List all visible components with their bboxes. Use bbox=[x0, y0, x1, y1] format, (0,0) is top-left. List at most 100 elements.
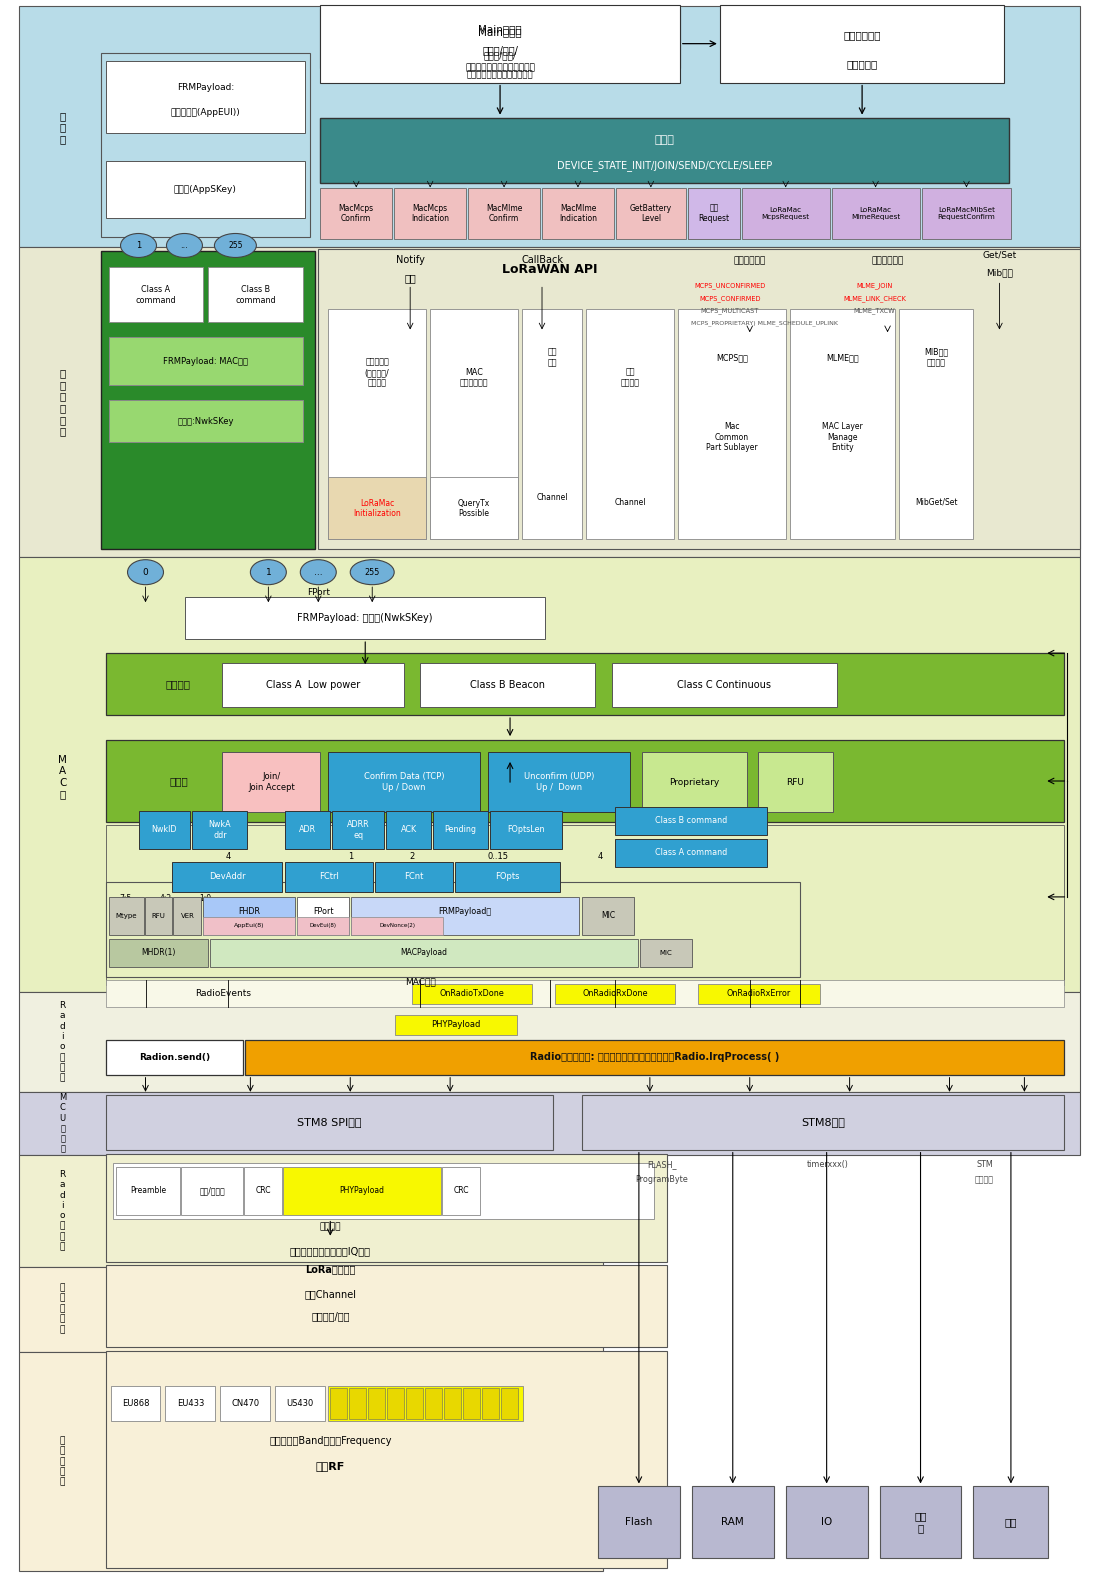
Text: QueryTx
Possible: QueryTx Possible bbox=[458, 498, 490, 517]
FancyBboxPatch shape bbox=[19, 557, 1080, 992]
FancyBboxPatch shape bbox=[166, 1386, 215, 1421]
Text: MCPS接口: MCPS接口 bbox=[715, 353, 747, 361]
Text: FPort: FPort bbox=[313, 907, 333, 916]
FancyBboxPatch shape bbox=[742, 188, 830, 240]
Text: CRC: CRC bbox=[454, 1186, 469, 1195]
Text: 255: 255 bbox=[229, 241, 243, 251]
FancyBboxPatch shape bbox=[542, 188, 614, 240]
FancyBboxPatch shape bbox=[468, 188, 540, 240]
Text: 通道步长/带宽: 通道步长/带宽 bbox=[311, 1312, 349, 1322]
FancyBboxPatch shape bbox=[332, 811, 385, 848]
Text: MCPS_MULTICAST: MCPS_MULTICAST bbox=[700, 308, 759, 314]
Text: ADRR
eq: ADRR eq bbox=[347, 820, 369, 839]
FancyBboxPatch shape bbox=[612, 662, 836, 706]
Text: OnRadioRxError: OnRadioRxError bbox=[726, 989, 791, 998]
Text: 1: 1 bbox=[347, 853, 353, 861]
FancyBboxPatch shape bbox=[879, 1487, 962, 1558]
Ellipse shape bbox=[251, 560, 287, 585]
Text: OnRadioRxDone: OnRadioRxDone bbox=[582, 989, 647, 998]
Text: MIB参数
管理接口: MIB参数 管理接口 bbox=[924, 347, 948, 367]
FancyBboxPatch shape bbox=[329, 478, 426, 539]
FancyBboxPatch shape bbox=[615, 807, 767, 834]
FancyBboxPatch shape bbox=[106, 740, 1064, 822]
Text: AppEui(8): AppEui(8) bbox=[234, 924, 265, 929]
Text: 初始化接口
(事件通知/
回调函数: 初始化接口 (事件通知/ 回调函数 bbox=[365, 358, 389, 388]
Text: 事件: 事件 bbox=[404, 273, 417, 284]
Text: 初始化/注册/: 初始化/注册/ bbox=[482, 46, 518, 55]
FancyBboxPatch shape bbox=[109, 337, 303, 385]
FancyBboxPatch shape bbox=[284, 1167, 441, 1214]
Text: MibGet/Set: MibGet/Set bbox=[914, 498, 957, 506]
Text: 通道Channel: 通道Channel bbox=[304, 1290, 356, 1299]
Text: Proprietary: Proprietary bbox=[669, 777, 720, 787]
Text: FLASH_: FLASH_ bbox=[647, 1161, 677, 1169]
Text: 定时器线程: 定时器线程 bbox=[846, 60, 878, 69]
Text: US430: US430 bbox=[287, 1399, 314, 1408]
Text: 状态机: 状态机 bbox=[655, 134, 675, 145]
FancyBboxPatch shape bbox=[386, 811, 431, 848]
Text: 7:5: 7:5 bbox=[120, 894, 132, 904]
Text: 1: 1 bbox=[136, 241, 141, 251]
FancyBboxPatch shape bbox=[112, 1162, 654, 1219]
FancyBboxPatch shape bbox=[832, 188, 920, 240]
Text: 4: 4 bbox=[598, 853, 602, 861]
Text: EU433: EU433 bbox=[177, 1399, 204, 1408]
Text: LoRaMac
McpsRequest: LoRaMac McpsRequest bbox=[762, 207, 810, 221]
Text: Class A command: Class A command bbox=[655, 848, 726, 858]
FancyBboxPatch shape bbox=[490, 811, 562, 848]
FancyBboxPatch shape bbox=[19, 1154, 603, 1266]
Text: 2: 2 bbox=[410, 853, 414, 861]
Text: 高
频
载
波
层: 高 频 载 波 层 bbox=[60, 1437, 65, 1487]
Text: STM8驱动: STM8驱动 bbox=[801, 1117, 845, 1128]
Text: EU868: EU868 bbox=[122, 1399, 149, 1408]
Text: MLME_LINK_CHECK: MLME_LINK_CHECK bbox=[843, 295, 906, 301]
Text: 中断: 中断 bbox=[1004, 1517, 1018, 1528]
Text: 物理层帧: 物理层帧 bbox=[320, 1222, 341, 1232]
Text: 4:2: 4:2 bbox=[159, 894, 171, 904]
Text: Confirm Data (TCP)
Up / Down: Confirm Data (TCP) Up / Down bbox=[364, 773, 444, 792]
FancyBboxPatch shape bbox=[598, 1487, 680, 1558]
Ellipse shape bbox=[300, 560, 336, 585]
Text: Preamble: Preamble bbox=[130, 1186, 166, 1195]
Ellipse shape bbox=[166, 233, 202, 257]
Text: OnRadioTxDone: OnRadioTxDone bbox=[440, 989, 504, 998]
FancyBboxPatch shape bbox=[186, 598, 545, 639]
FancyBboxPatch shape bbox=[352, 916, 443, 935]
FancyBboxPatch shape bbox=[720, 5, 1004, 82]
FancyBboxPatch shape bbox=[352, 897, 579, 935]
Text: FRMPayload:: FRMPayload: bbox=[177, 84, 234, 91]
FancyBboxPatch shape bbox=[286, 863, 374, 893]
Text: NwkID: NwkID bbox=[152, 825, 177, 834]
Ellipse shape bbox=[214, 233, 256, 257]
Text: 应用层数据(AppEUI)): 应用层数据(AppEUI)) bbox=[170, 109, 241, 117]
FancyBboxPatch shape bbox=[298, 916, 349, 935]
Text: 1:0: 1:0 bbox=[199, 894, 211, 904]
Text: NwkA
ddr: NwkA ddr bbox=[209, 820, 231, 839]
Text: ACK: ACK bbox=[401, 825, 417, 834]
FancyBboxPatch shape bbox=[455, 863, 560, 893]
FancyBboxPatch shape bbox=[387, 1388, 404, 1419]
FancyBboxPatch shape bbox=[298, 897, 349, 935]
FancyBboxPatch shape bbox=[106, 1039, 243, 1076]
Text: MLME_JOIN: MLME_JOIN bbox=[856, 282, 892, 289]
FancyBboxPatch shape bbox=[375, 863, 453, 893]
FancyBboxPatch shape bbox=[106, 161, 306, 218]
Ellipse shape bbox=[351, 560, 395, 585]
Text: MIC: MIC bbox=[659, 949, 673, 956]
FancyBboxPatch shape bbox=[688, 188, 740, 240]
Text: PHYPayload: PHYPayload bbox=[340, 1186, 385, 1195]
FancyBboxPatch shape bbox=[688, 188, 740, 240]
Text: MAC层帧: MAC层帧 bbox=[404, 978, 435, 986]
FancyBboxPatch shape bbox=[974, 1487, 1048, 1558]
Text: 应用数据发送、应用数据接收: 应用数据发送、应用数据接收 bbox=[467, 69, 533, 79]
Text: 射频RF: 射频RF bbox=[315, 1462, 345, 1471]
FancyBboxPatch shape bbox=[19, 992, 1080, 1091]
FancyBboxPatch shape bbox=[19, 248, 1080, 557]
FancyBboxPatch shape bbox=[111, 1386, 160, 1421]
Text: FOpts: FOpts bbox=[496, 872, 520, 882]
FancyBboxPatch shape bbox=[698, 984, 820, 1005]
Text: 初始化/注册/: 初始化/注册/ bbox=[484, 50, 517, 60]
Text: DevEui(8): DevEui(8) bbox=[310, 924, 336, 929]
FancyBboxPatch shape bbox=[642, 752, 746, 812]
FancyBboxPatch shape bbox=[106, 1350, 667, 1568]
